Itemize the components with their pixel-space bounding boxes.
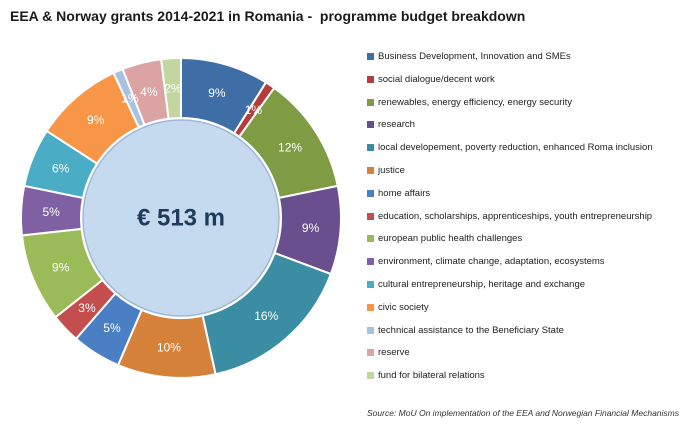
legend-swatch bbox=[367, 280, 374, 288]
legend-swatch bbox=[367, 189, 374, 197]
legend-item: local developement, poverty reduction, e… bbox=[367, 141, 685, 164]
legend-swatch bbox=[367, 212, 374, 220]
legend-swatch bbox=[367, 53, 374, 60]
slice-15 bbox=[160, 56, 182, 120]
legend-item: Business Development, Innovation and SME… bbox=[367, 50, 685, 73]
legend-item: reserve bbox=[367, 346, 685, 369]
legend-swatch bbox=[367, 349, 374, 357]
legend-label: reserve bbox=[378, 347, 410, 359]
slice-label-1: 9% bbox=[208, 86, 226, 100]
legend-item: fund for bilateral relations bbox=[367, 369, 685, 392]
legend-label: technical assistance to the Beneficiary … bbox=[378, 324, 564, 336]
center-total-label: € 513 m bbox=[137, 205, 225, 232]
legend-label: education, scholarships, apprenticeships… bbox=[378, 210, 653, 222]
slice-label-2: 1% bbox=[245, 103, 263, 117]
slice-label-13: 1% bbox=[121, 91, 139, 105]
slice-label-15: 2% bbox=[164, 81, 182, 95]
center-circle bbox=[82, 119, 280, 317]
legend-item: european public health challenges bbox=[367, 232, 685, 255]
legend-swatch bbox=[367, 235, 374, 243]
slices-group bbox=[20, 56, 342, 379]
legend-label: renewables, energy efficiency, energy se… bbox=[378, 96, 572, 108]
legend-swatch bbox=[367, 121, 374, 129]
legend-item: civic society bbox=[367, 301, 685, 324]
legend-label: fund for bilateral relations bbox=[378, 370, 485, 382]
slice-label-10: 5% bbox=[42, 205, 60, 219]
slice-label-8: 3% bbox=[78, 301, 96, 315]
legend-label: home affairs bbox=[378, 187, 431, 199]
legend-label: civic society bbox=[378, 301, 429, 313]
source-note: Source: MoU On implementation of the EEA… bbox=[367, 408, 679, 418]
legend-item: social dialogue/decent work bbox=[367, 73, 685, 96]
legend-item: environment, climate change, adaptation,… bbox=[367, 255, 685, 278]
legend-swatch bbox=[367, 75, 374, 83]
slice-label-4: 9% bbox=[302, 221, 320, 235]
slice-label-5: 16% bbox=[254, 309, 278, 323]
legend-item: home affairs bbox=[367, 187, 685, 210]
legend-label: justice bbox=[378, 164, 405, 176]
legend-swatch bbox=[367, 98, 374, 106]
legend-label: cultural entrepreneurship, heritage and … bbox=[378, 278, 586, 290]
legend-label: research bbox=[378, 119, 415, 131]
legend-label: european public health challenges bbox=[378, 233, 523, 245]
slice-label-9: 9% bbox=[52, 260, 70, 274]
legend-item: cultural entrepreneurship, heritage and … bbox=[367, 278, 685, 301]
legend-swatch bbox=[367, 166, 374, 174]
legend-label: local developement, poverty reduction, e… bbox=[378, 142, 653, 154]
legend-swatch bbox=[367, 326, 374, 334]
chart-title: EEA & Norway grants 2014-2021 in Romania… bbox=[10, 8, 526, 24]
legend-label: Business Development, Innovation and SME… bbox=[378, 51, 571, 62]
slice-label-12: 9% bbox=[87, 113, 105, 127]
legend-swatch bbox=[367, 303, 374, 311]
legend: Business Development, Innovation and SME… bbox=[367, 50, 685, 392]
legend-item: justice bbox=[367, 164, 685, 187]
legend-item: research bbox=[367, 118, 685, 141]
slice-labels-group: 9%1%12%9%16%10%5%3%9%5%6%9%1% 4% 2% bbox=[42, 81, 319, 354]
legend-swatch bbox=[367, 258, 374, 266]
slice-label-14: 4% bbox=[140, 85, 158, 99]
legend-item: education, scholarships, apprenticeships… bbox=[367, 210, 685, 233]
doughnut-chart: 9%1%12%9%16%10%5%3%9%5%6%9%1% 4% 2% € 513 … bbox=[20, 56, 342, 379]
slice-label-6: 10% bbox=[157, 340, 181, 354]
slice-label-7: 5% bbox=[103, 321, 121, 335]
slice-label-11: 6% bbox=[52, 162, 70, 176]
legend-item: technical assistance to the Beneficiary … bbox=[367, 324, 685, 347]
legend-label: environment, climate change, adaptation,… bbox=[378, 256, 605, 268]
legend-item: renewables, energy efficiency, energy se… bbox=[367, 96, 685, 119]
legend-swatch bbox=[367, 372, 374, 380]
legend-swatch bbox=[367, 144, 374, 152]
legend-label: social dialogue/decent work bbox=[378, 73, 495, 85]
slice-label-3: 12% bbox=[278, 140, 302, 154]
